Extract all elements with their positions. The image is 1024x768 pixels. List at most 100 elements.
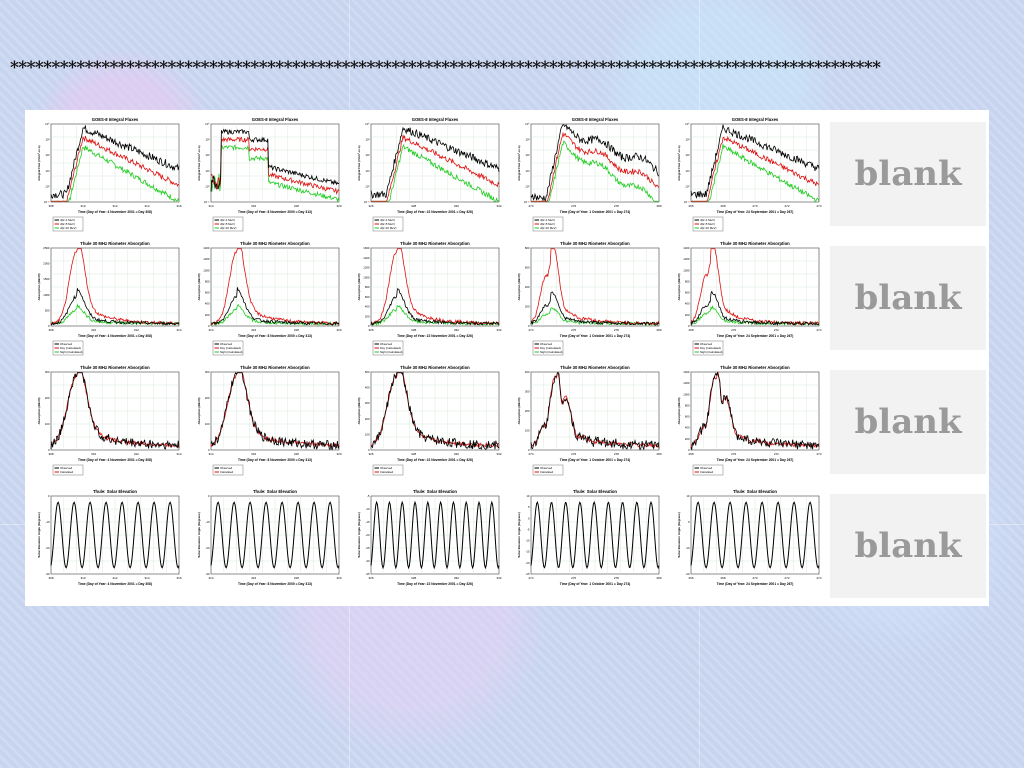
x-tick-label: 310 bbox=[80, 576, 85, 580]
x-tick-label: 266 bbox=[688, 576, 693, 580]
legend-entry: Night (Calculated) bbox=[700, 350, 722, 354]
y-axis-label: Absorption (dB/30) bbox=[517, 274, 521, 301]
chart-2-1: Thule 30 MHz Riometer Absorption 314 316 31… bbox=[197, 365, 342, 476]
x-tick-label: 316 bbox=[176, 204, 181, 208]
y-axis-label: Solar Elevation Angle (Degrees) bbox=[357, 512, 361, 557]
chart-title: GOES-8 Integral Fluxes bbox=[412, 117, 459, 122]
y-tick-label: 10 bbox=[686, 494, 690, 498]
y-tick-label: 100 bbox=[365, 432, 370, 436]
series-line bbox=[530, 372, 660, 451]
chart-title: Thule 30 MHz Riometer Absorption bbox=[560, 241, 630, 246]
x-tick-label: 312 bbox=[134, 328, 139, 332]
legend-entry: J(E>5 MeV) bbox=[220, 222, 235, 226]
y-tick-label: 10⁴ bbox=[685, 122, 690, 126]
x-tick-label: 270 bbox=[731, 452, 736, 456]
chart-1-2: Thule 30 MHz Riometer Absorption 326 328 33… bbox=[357, 241, 502, 356]
x-tick-label: 326 bbox=[368, 204, 373, 208]
y-tick-label: 200 bbox=[365, 314, 370, 318]
x-tick-label: 270 bbox=[752, 204, 757, 208]
y-tick-label: 10⁻¹ bbox=[524, 200, 530, 204]
legend-entry: Observed bbox=[380, 466, 393, 470]
y-tick-label: 1200 bbox=[683, 381, 690, 385]
x-tick-label: 328 bbox=[411, 328, 416, 332]
legend-entry: J(E>1 MeV) bbox=[220, 218, 235, 222]
x-tick-label: 314 bbox=[144, 204, 149, 208]
chart-3-1: Thule: Solar Elevation 314 316 318 320 -30 -20… bbox=[197, 489, 342, 586]
chart-title: Thule: Solar Elevation bbox=[413, 489, 457, 494]
series-line bbox=[210, 128, 340, 192]
x-axis-label: Time (Day of Year: 24 September 2001 = D… bbox=[717, 582, 794, 586]
y-tick-label: 10¹ bbox=[45, 169, 49, 173]
y-tick-label: 600 bbox=[365, 295, 370, 299]
series-line bbox=[210, 136, 340, 195]
series-line bbox=[370, 248, 500, 326]
legend-entry: J(E>10 MeV) bbox=[700, 226, 716, 230]
legend-entry: J(E>5 MeV) bbox=[540, 222, 555, 226]
series-line bbox=[370, 288, 500, 326]
x-tick-label: 314 bbox=[176, 452, 181, 456]
y-axis-label: Solar Elevation Angle (Degrees) bbox=[197, 512, 201, 557]
y-axis-label: Absorption (dB/30) bbox=[37, 274, 41, 301]
x-axis-label: Time (Day of Year: 4 November 2001 = Day… bbox=[78, 458, 152, 462]
legend-box bbox=[52, 464, 84, 476]
y-tick-label: 1200 bbox=[683, 257, 690, 261]
series-line bbox=[210, 304, 340, 326]
x-tick-label: 278 bbox=[614, 204, 619, 208]
x-tick-label: 272 bbox=[774, 452, 779, 456]
blank-placeholder: blank bbox=[830, 122, 986, 226]
y-tick-label: -25 bbox=[525, 572, 529, 576]
x-tick-label: 280 bbox=[656, 452, 661, 456]
y-tick-label: 0 bbox=[688, 520, 690, 524]
x-axis-label: Time (Day of Year: 4 November 2001 = Day… bbox=[78, 334, 152, 338]
x-tick-label: 270 bbox=[752, 576, 757, 580]
chart-title: Thule 30 MHz Riometer Absorption bbox=[560, 365, 630, 370]
legend-entry: Calculated bbox=[220, 470, 234, 474]
series-line bbox=[370, 500, 500, 570]
y-tick-label: -20 bbox=[365, 533, 369, 537]
chart-0-3: GOES-8 Integral Fluxes 274 276 278 280 10⁻¹ 10… bbox=[517, 117, 662, 232]
y-tick-label: -30 bbox=[45, 572, 49, 576]
series-line bbox=[210, 501, 340, 569]
y-tick-label: 10¹ bbox=[365, 169, 369, 173]
y-tick-label: 10⁴ bbox=[365, 122, 370, 126]
x-axis-label: Time (Day of Year: 22 November 2001 = Da… bbox=[397, 334, 473, 338]
series-line bbox=[690, 371, 820, 451]
y-tick-label: -20 bbox=[205, 546, 209, 550]
chart-title: Thule: Solar Elevation bbox=[253, 489, 297, 494]
y-tick-label: 10⁰ bbox=[205, 184, 210, 188]
chart-title: Thule: Solar Elevation bbox=[93, 489, 137, 494]
legend-entry: Night (Calculated) bbox=[60, 350, 82, 354]
legend-entry: J(E>10 MeV) bbox=[220, 226, 236, 230]
y-tick-label: -20 bbox=[525, 561, 529, 565]
x-axis-label: Time (Day of Year: 22 November 2001 = Da… bbox=[397, 582, 473, 586]
y-tick-label: 200 bbox=[685, 313, 690, 317]
y-tick-label: -15 bbox=[525, 550, 529, 554]
chart-3-3: Thule: Solar Elevation 274 276 278 280 -25 -20… bbox=[517, 489, 662, 586]
y-tick-label: 1400 bbox=[363, 256, 370, 260]
y-tick-label: 10⁻¹ bbox=[684, 200, 690, 204]
legend-entry: J(E>10 MeV) bbox=[540, 226, 556, 230]
chart-0-0: GOES-8 Integral Fluxes 308 310 312 314 316 10⁻… bbox=[37, 117, 182, 232]
y-tick-label: 0 bbox=[208, 324, 210, 328]
x-tick-label: 314 bbox=[208, 204, 213, 208]
series-line bbox=[690, 124, 820, 199]
y-tick-label: 10² bbox=[365, 153, 369, 157]
y-tick-label: 10¹ bbox=[205, 169, 209, 173]
series-line bbox=[690, 248, 820, 326]
y-tick-label: 10⁰ bbox=[45, 184, 50, 188]
x-tick-label: 316 bbox=[251, 452, 256, 456]
chart-1-3: Thule 30 MHz Riometer Absorption 274 276 27… bbox=[517, 241, 662, 356]
x-tick-label: 276 bbox=[571, 204, 576, 208]
chart-title: GOES-8 Integral Fluxes bbox=[572, 117, 619, 122]
y-tick-label: 0 bbox=[528, 516, 530, 520]
y-tick-label: 10⁻¹ bbox=[204, 200, 210, 204]
blank-placeholder: blank bbox=[830, 494, 986, 598]
y-tick-label: 0 bbox=[688, 448, 690, 452]
y-tick-label: 10 bbox=[526, 494, 530, 498]
x-axis-label: Time (Day of Year: 8 November 2000 = Day… bbox=[238, 582, 312, 586]
x-axis-label: Time (Day of Year: 4 November 2001 = Day… bbox=[78, 582, 152, 586]
series-line bbox=[530, 291, 660, 326]
legend-entry: Calculated bbox=[380, 470, 394, 474]
y-axis-label: Absorption (dB/30) bbox=[357, 274, 361, 301]
series-line bbox=[370, 126, 500, 199]
